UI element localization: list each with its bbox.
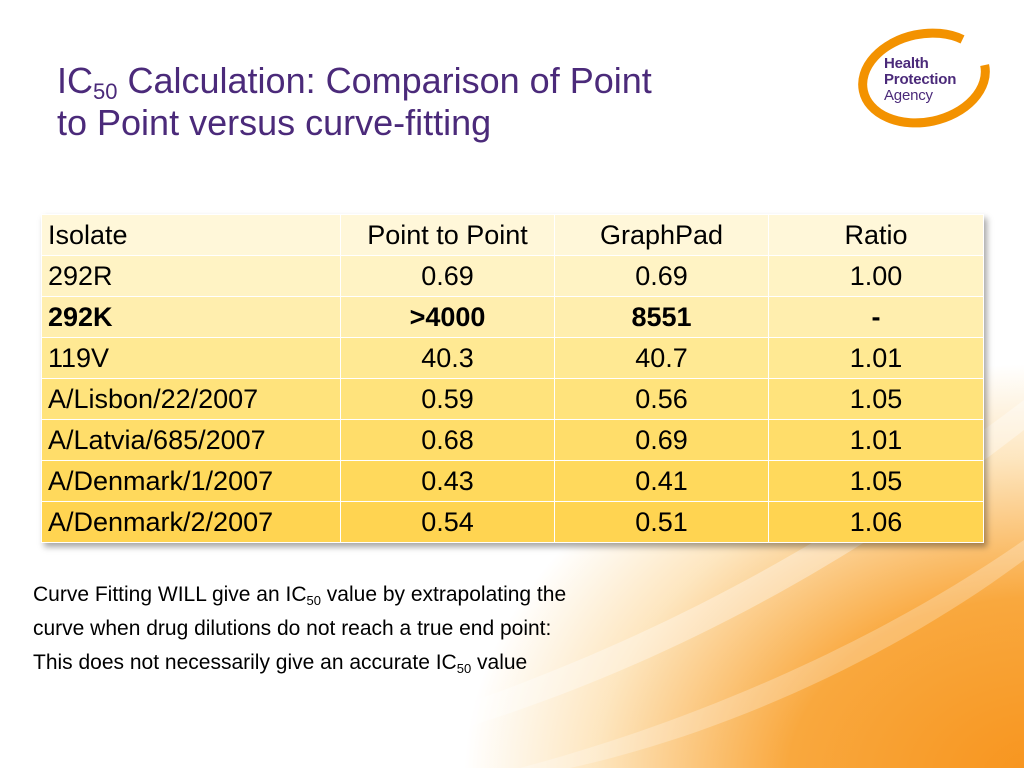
- cell-ratio: -: [768, 296, 984, 338]
- cell-isolate: A/Denmark/2/2007: [41, 501, 341, 543]
- cell-ratio: 1.01: [768, 419, 984, 461]
- hpa-logo-icon: [858, 28, 990, 128]
- cell-isolate: A/Latvia/685/2007: [41, 419, 341, 461]
- cell-graphpad: 0.69: [554, 419, 769, 461]
- table-row: A/Denmark/2/2007 0.54 0.51 1.06: [41, 501, 984, 543]
- note-line-3: This does not necessarily give an accura…: [33, 651, 528, 676]
- table-row: A/Lisbon/22/2007 0.59 0.56 1.05: [41, 378, 984, 420]
- cell-point-to-point: 0.54: [340, 501, 555, 543]
- cell-ratio: 1.05: [768, 378, 984, 420]
- table-row: A/Latvia/685/2007 0.68 0.69 1.01: [41, 419, 984, 461]
- cell-isolate: 119V: [41, 337, 341, 379]
- cell-ratio: 1.05: [768, 460, 984, 502]
- cell-point-to-point: 0.69: [340, 255, 555, 297]
- cell-graphpad: 40.7: [554, 337, 769, 379]
- cell-graphpad: 0.51: [554, 501, 769, 543]
- header-ratio: Ratio: [768, 214, 984, 256]
- header-isolate: Isolate: [41, 214, 341, 256]
- cell-graphpad: 0.56: [554, 378, 769, 420]
- cell-ratio: 1.01: [768, 337, 984, 379]
- cell-point-to-point: >4000: [340, 296, 555, 338]
- cell-graphpad: 8551: [554, 296, 769, 338]
- ic50-comparison-table: Isolate Point to Point GraphPad Ratio 29…: [41, 214, 984, 543]
- note-line-1: Curve Fitting WILL give an IC50 value by…: [33, 583, 567, 608]
- cell-ratio: 1.00: [768, 255, 984, 297]
- cell-isolate: 292K: [41, 296, 341, 338]
- slide-title: IC50 Calculation: Comparison of Point to…: [57, 60, 652, 143]
- table-row: 292K >4000 8551 -: [41, 296, 984, 338]
- table-row: 292R 0.69 0.69 1.00: [41, 255, 984, 297]
- cell-point-to-point: 40.3: [340, 337, 555, 379]
- table-row: 119V 40.3 40.7 1.01: [41, 337, 984, 379]
- cell-point-to-point: 0.68: [340, 419, 555, 461]
- cell-graphpad: 0.69: [554, 255, 769, 297]
- curve-fitting-note: Curve Fitting WILL give an IC50 value by…: [33, 578, 793, 680]
- cell-isolate: A/Lisbon/22/2007: [41, 378, 341, 420]
- table-header-row: Isolate Point to Point GraphPad Ratio: [41, 214, 984, 256]
- cell-ratio: 1.06: [768, 501, 984, 543]
- cell-isolate: A/Denmark/1/2007: [41, 460, 341, 502]
- header-point-to-point: Point to Point: [340, 214, 555, 256]
- cell-isolate: 292R: [41, 255, 341, 297]
- note-line-2: curve when drug dilutions do not reach a…: [33, 617, 552, 640]
- cell-point-to-point: 0.43: [340, 460, 555, 502]
- cell-graphpad: 0.41: [554, 460, 769, 502]
- header-graphpad: GraphPad: [554, 214, 769, 256]
- table-row: A/Denmark/1/2007 0.43 0.41 1.05: [41, 460, 984, 502]
- cell-point-to-point: 0.59: [340, 378, 555, 420]
- logo-text: Health Protection Agency: [884, 55, 957, 104]
